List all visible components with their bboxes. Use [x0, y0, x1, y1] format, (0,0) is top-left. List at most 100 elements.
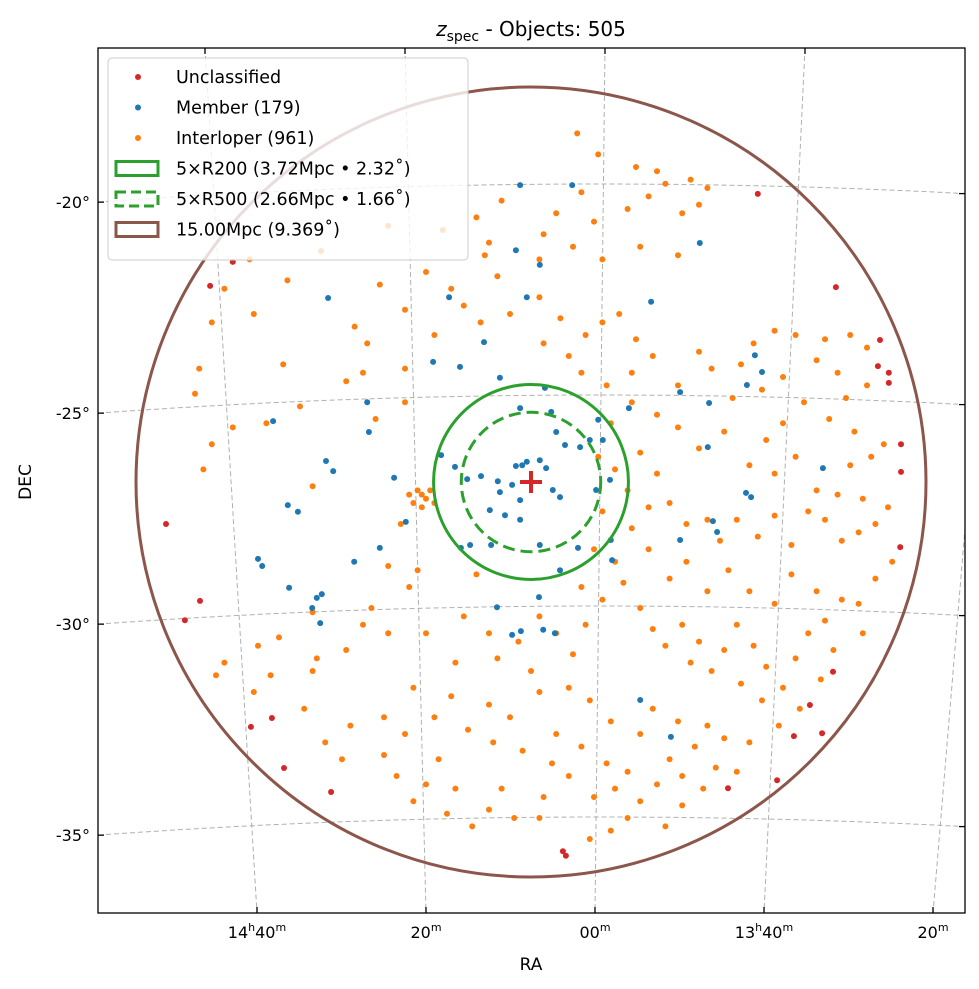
data-point-interloper — [704, 588, 711, 595]
data-point-interloper — [540, 794, 547, 800]
data-point-interloper — [851, 428, 858, 435]
data-point-interloper — [578, 743, 585, 750]
data-point-unclassified — [830, 668, 836, 675]
data-point-member — [543, 465, 550, 472]
data-point-interloper — [746, 739, 753, 746]
data-point-interloper — [645, 546, 652, 553]
data-point-interloper — [696, 201, 702, 208]
data-point-interloper — [855, 600, 862, 607]
data-point-member — [478, 473, 484, 480]
data-point-interloper — [410, 798, 417, 805]
data-point-member — [313, 594, 320, 601]
data-point-interloper — [313, 655, 320, 662]
legend-marker — [135, 135, 141, 141]
data-point-interloper — [599, 256, 606, 263]
data-point-unclassified — [247, 723, 254, 730]
data-point-interloper — [603, 382, 610, 389]
data-point-interloper — [691, 743, 698, 750]
data-point-interloper — [645, 504, 652, 511]
data-point-member — [553, 429, 560, 435]
data-point-interloper — [675, 424, 681, 431]
legend-label: 5×R200 (3.72Mpc • 2.32˚) — [176, 159, 411, 180]
x-axis-label: RA — [520, 955, 543, 975]
legend-label: 5×R500 (2.66Mpc • 1.66˚) — [176, 189, 411, 210]
data-point-member — [488, 542, 495, 548]
data-point-member — [446, 294, 453, 301]
data-point-interloper — [859, 495, 866, 502]
data-point-member — [557, 494, 563, 501]
data-point-interloper — [628, 399, 635, 406]
data-point-unclassified — [725, 785, 731, 792]
data-point-interloper — [679, 210, 686, 217]
data-point-interloper — [385, 563, 392, 569]
data-point-interloper — [351, 323, 358, 330]
data-point-interloper — [880, 441, 887, 448]
data-point-interloper — [717, 537, 723, 544]
data-point-interloper — [402, 399, 408, 406]
data-point-member — [586, 437, 593, 443]
data-point-interloper — [607, 718, 614, 725]
data-point-interloper — [855, 529, 862, 536]
data-point-interloper — [393, 773, 400, 779]
data-point-interloper — [725, 567, 732, 574]
data-point-member — [667, 733, 674, 740]
y-tick-label: -35° — [56, 826, 90, 845]
data-point-unclassified — [819, 730, 826, 737]
data-point-member — [557, 567, 563, 574]
data-point-member — [376, 544, 383, 551]
data-point-interloper — [801, 399, 807, 406]
data-point-member — [519, 462, 526, 469]
data-point-member — [452, 463, 458, 470]
data-point-interloper — [486, 701, 492, 708]
ra-gridline — [932, 522, 965, 913]
data-point-unclassified — [774, 777, 781, 784]
data-point-member — [330, 468, 337, 475]
data-point-interloper — [444, 810, 450, 817]
data-point-member — [677, 537, 684, 543]
data-point-interloper — [780, 684, 786, 691]
data-point-interloper — [402, 306, 408, 313]
radius-circle — [432, 383, 630, 581]
data-point-interloper — [620, 579, 627, 586]
data-point-interloper — [864, 382, 870, 389]
data-point-member — [317, 620, 324, 627]
data-point-interloper — [507, 714, 513, 721]
data-point-interloper — [364, 340, 371, 347]
x-tick-label: 13h40m — [735, 921, 793, 942]
data-point-interloper — [637, 798, 644, 805]
data-point-interloper — [481, 252, 488, 259]
data-point-member — [294, 508, 301, 515]
data-point-member — [536, 594, 542, 601]
data-point-interloper — [360, 621, 366, 628]
legend-label: Unclassified — [176, 68, 281, 88]
data-point-interloper — [309, 483, 316, 490]
data-point-member — [318, 591, 325, 598]
data-point-unclassified — [898, 468, 904, 475]
data-point-member — [512, 247, 519, 254]
data-point-interloper — [885, 504, 891, 511]
data-point-interloper — [494, 273, 501, 280]
data-point-interloper — [654, 411, 660, 418]
data-point-interloper — [729, 395, 736, 401]
data-point-member — [517, 497, 524, 504]
data-point-member — [517, 405, 524, 412]
data-point-interloper — [591, 218, 597, 225]
data-point-interloper — [263, 420, 270, 427]
data-point-interloper — [385, 630, 392, 637]
data-point-interloper — [679, 802, 686, 809]
data-point-interloper — [788, 542, 795, 548]
legend-label: Interloper (961) — [176, 129, 314, 149]
data-point-interloper — [649, 626, 656, 632]
y-tick-label: -30° — [56, 615, 90, 634]
center-cross-icon — [520, 471, 542, 493]
data-point-interloper — [570, 243, 576, 250]
data-point-interloper — [687, 176, 694, 183]
data-point-member — [743, 382, 750, 388]
data-point-interloper — [486, 630, 492, 637]
data-point-interloper — [805, 508, 812, 515]
data-point-interloper — [624, 815, 631, 821]
data-point-interloper — [372, 416, 379, 422]
data-point-interloper — [276, 634, 282, 641]
data-point-interloper — [834, 369, 841, 376]
data-point-member — [517, 516, 524, 523]
